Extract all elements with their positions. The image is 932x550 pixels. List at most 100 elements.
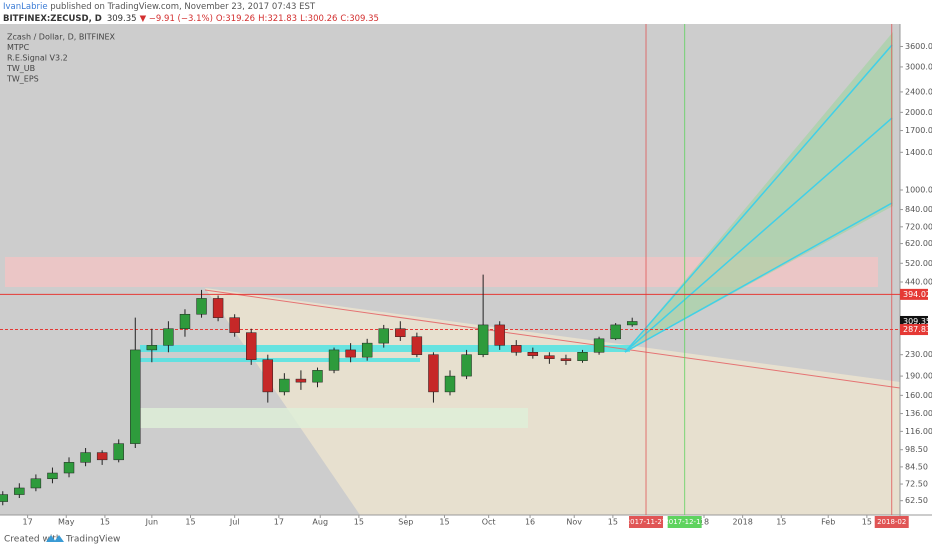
candle-body	[80, 452, 91, 463]
candle-body	[229, 317, 240, 333]
candle-body	[626, 321, 638, 326]
x-tick-label: 15	[439, 518, 449, 527]
candle-body	[345, 349, 356, 358]
candle-body	[246, 332, 257, 360]
y-tick-label: 520.00	[905, 259, 932, 268]
x-tick-label: 17	[23, 518, 33, 527]
candle-body	[411, 336, 423, 355]
y-tick-label: 440.00	[905, 278, 932, 287]
price-label-box	[900, 288, 928, 300]
marker-label: 2017-12-11	[664, 518, 705, 526]
y-tick-label: 230.00	[905, 350, 932, 359]
price-label: 394.02	[903, 290, 931, 299]
y-tick-label: 2400.00	[905, 87, 932, 96]
candle-body	[63, 462, 75, 474]
y-tick-label: 620.00	[905, 239, 932, 248]
fan-area	[205, 288, 900, 515]
x-tick-label: 18	[699, 518, 709, 527]
x-tick-label: 15	[354, 518, 364, 527]
published: published on TradingView.com, November 2…	[48, 2, 316, 12]
x-tick-label: 2018	[732, 518, 752, 527]
ohlc-high: H:321.83	[258, 14, 297, 24]
y-tick-label: 1400.00	[905, 148, 932, 157]
y-tick-label: 72.50	[905, 480, 928, 489]
candle-body	[0, 494, 8, 502]
candle-body	[560, 358, 572, 361]
y-tick-label: 2000.00	[905, 108, 932, 117]
y-tick-label: 84.50	[905, 462, 928, 471]
candle-body	[146, 345, 158, 351]
y-tick-label: 160.00	[905, 391, 932, 400]
price-label: 287.83	[903, 325, 931, 334]
ohlc-close: C:309.35	[340, 14, 379, 24]
candle-body	[428, 354, 439, 393]
header-line-2: BITFINEX:ZECUSD, D 309.35 ▼ −9.91 (−3.1%) O…	[3, 14, 379, 24]
y-tick-label: 3000.00	[905, 62, 932, 71]
marker-label-box	[667, 516, 702, 528]
candle-body	[196, 298, 207, 315]
marker-label-box	[874, 516, 909, 528]
candle-body	[312, 370, 323, 383]
x-tick-label: 15	[608, 518, 618, 527]
x-tick-label: Oct	[482, 518, 496, 527]
y-tick-label: 62.50	[905, 496, 928, 505]
y-tick-label: 720.00	[905, 222, 932, 231]
price-label: 309.35	[903, 317, 931, 326]
projection-line	[624, 117, 893, 353]
price-label-box	[900, 315, 928, 327]
logo	[46, 535, 64, 542]
candle-body	[279, 378, 290, 393]
legend-entry: TW_EPS	[6, 75, 39, 84]
candle-body	[96, 452, 108, 461]
cyan-band	[140, 345, 630, 352]
x-tick-label: Jul	[229, 518, 240, 527]
candle-body	[328, 349, 340, 371]
ohlc-low: L:300.26	[300, 14, 337, 24]
candle-body	[30, 478, 42, 489]
x-tick-label: Nov	[566, 518, 582, 527]
trend-line	[204, 289, 901, 389]
candle-body	[527, 352, 539, 356]
y-tick-label: 1000.00	[905, 186, 932, 195]
legend-entry: MTPC	[7, 43, 30, 52]
marker-label: 2018-02	[877, 518, 906, 526]
candle-body	[610, 324, 621, 340]
projection-area	[625, 32, 893, 352]
x-tick-label: Jun	[145, 518, 159, 527]
candle-body	[113, 443, 124, 461]
header-line-1: IvanLabrie published on TradingView.com,…	[3, 2, 316, 12]
candle-body	[163, 328, 174, 346]
candle-body	[212, 298, 224, 318]
candle-body	[130, 349, 141, 444]
marker-label: 2017-11-27	[626, 518, 667, 526]
y-tick-label: 840.00	[905, 205, 932, 214]
symbol: BITFINEX:ZECUSD, D	[3, 14, 102, 24]
candle-body	[262, 359, 274, 393]
candle-body	[444, 375, 456, 393]
y-tick-label: 116.00	[905, 427, 932, 436]
projection-line	[624, 44, 893, 353]
candle-body	[47, 472, 58, 480]
x-tick-label: Sep	[398, 518, 413, 527]
x-tick-label: Aug	[312, 518, 328, 527]
projection-line	[624, 202, 893, 353]
marker-label-box	[629, 516, 664, 528]
y-tick-label: 98.50	[905, 445, 928, 454]
candle-body	[14, 487, 25, 495]
y-tick-label: 3600.00	[905, 42, 932, 51]
x-tick-label: 15	[100, 518, 110, 527]
y-tick-label: 1700.00	[905, 126, 932, 135]
legend-entry: R.E.Signal V3.2	[7, 54, 68, 63]
candle-body	[593, 338, 605, 353]
x-tick-label: 17	[274, 518, 284, 527]
price-label-box	[900, 324, 928, 336]
candle-body	[577, 352, 588, 361]
y-tick-label: 190.00	[905, 372, 932, 381]
candle-body	[395, 328, 406, 337]
footer-created: Created with	[4, 535, 62, 545]
candle-body	[494, 324, 505, 346]
candle-body	[295, 378, 307, 383]
author: IvanLabrie	[3, 2, 48, 12]
candle-body	[477, 324, 489, 355]
